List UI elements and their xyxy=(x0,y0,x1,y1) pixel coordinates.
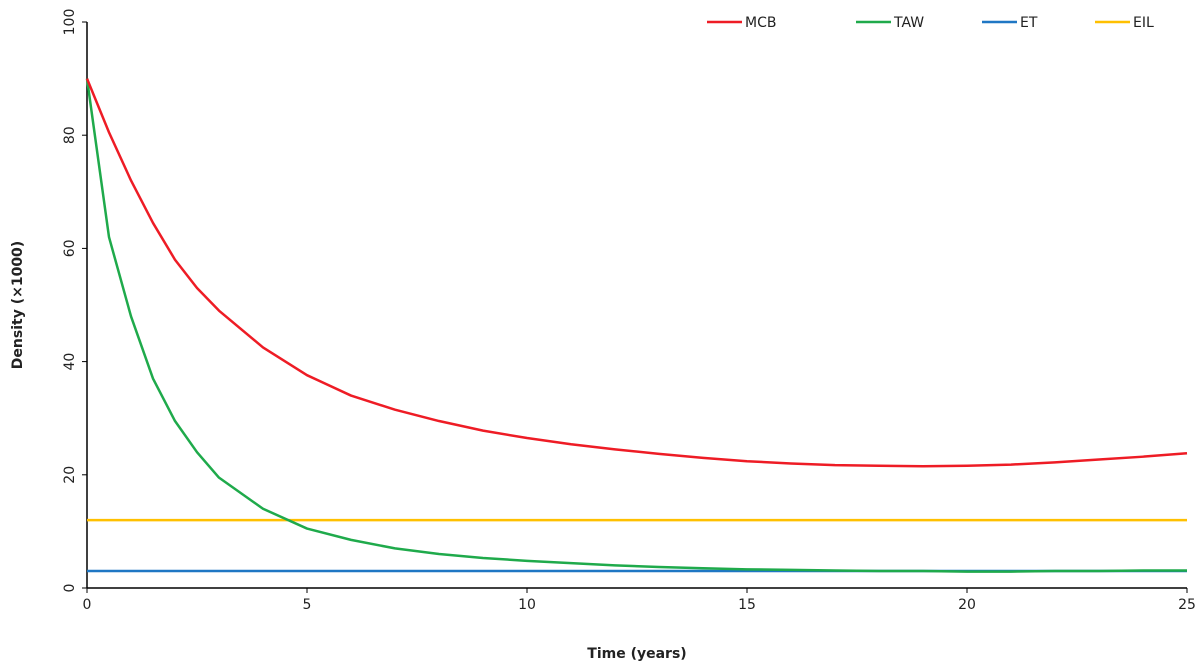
x-tick-label: 5 xyxy=(303,597,312,613)
x-tick-label: 10 xyxy=(518,597,536,613)
y-tick-label: 100 xyxy=(62,9,78,36)
x-tick-label: 20 xyxy=(958,597,976,613)
series-line xyxy=(85,78,1188,468)
y-axis-title: Density (×1000) xyxy=(10,241,26,369)
legend-label: EIL xyxy=(1133,15,1154,31)
legend-label: ET xyxy=(1020,15,1038,31)
y-tick-label: 40 xyxy=(62,353,78,371)
y-tick-label: 80 xyxy=(62,126,78,144)
y-tick-label: 20 xyxy=(62,466,78,484)
x-axis-title: Time (years) xyxy=(587,646,686,662)
y-tick-label: 0 xyxy=(62,584,78,593)
series-line xyxy=(85,78,1187,573)
legend-label: MCB xyxy=(745,15,776,31)
x-tick-label: 25 xyxy=(1178,597,1196,613)
legend-label: TAW xyxy=(893,15,924,31)
x-tick-label: 15 xyxy=(738,597,756,613)
y-tick-label: 60 xyxy=(62,239,78,257)
x-tick-label: 0 xyxy=(83,597,92,613)
